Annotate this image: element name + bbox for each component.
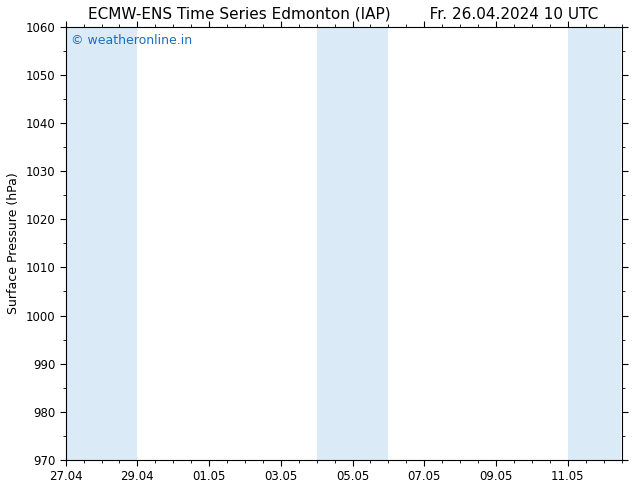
Title: ECMW-ENS Time Series Edmonton (IAP)        Fr. 26.04.2024 10 UTC: ECMW-ENS Time Series Edmonton (IAP) Fr. … (89, 7, 598, 22)
Y-axis label: Surface Pressure (hPa): Surface Pressure (hPa) (7, 172, 20, 314)
Bar (66, 27, 138, 460)
Bar (317, 27, 389, 460)
Text: © weatheronline.in: © weatheronline.in (71, 34, 192, 47)
Bar (567, 27, 621, 460)
